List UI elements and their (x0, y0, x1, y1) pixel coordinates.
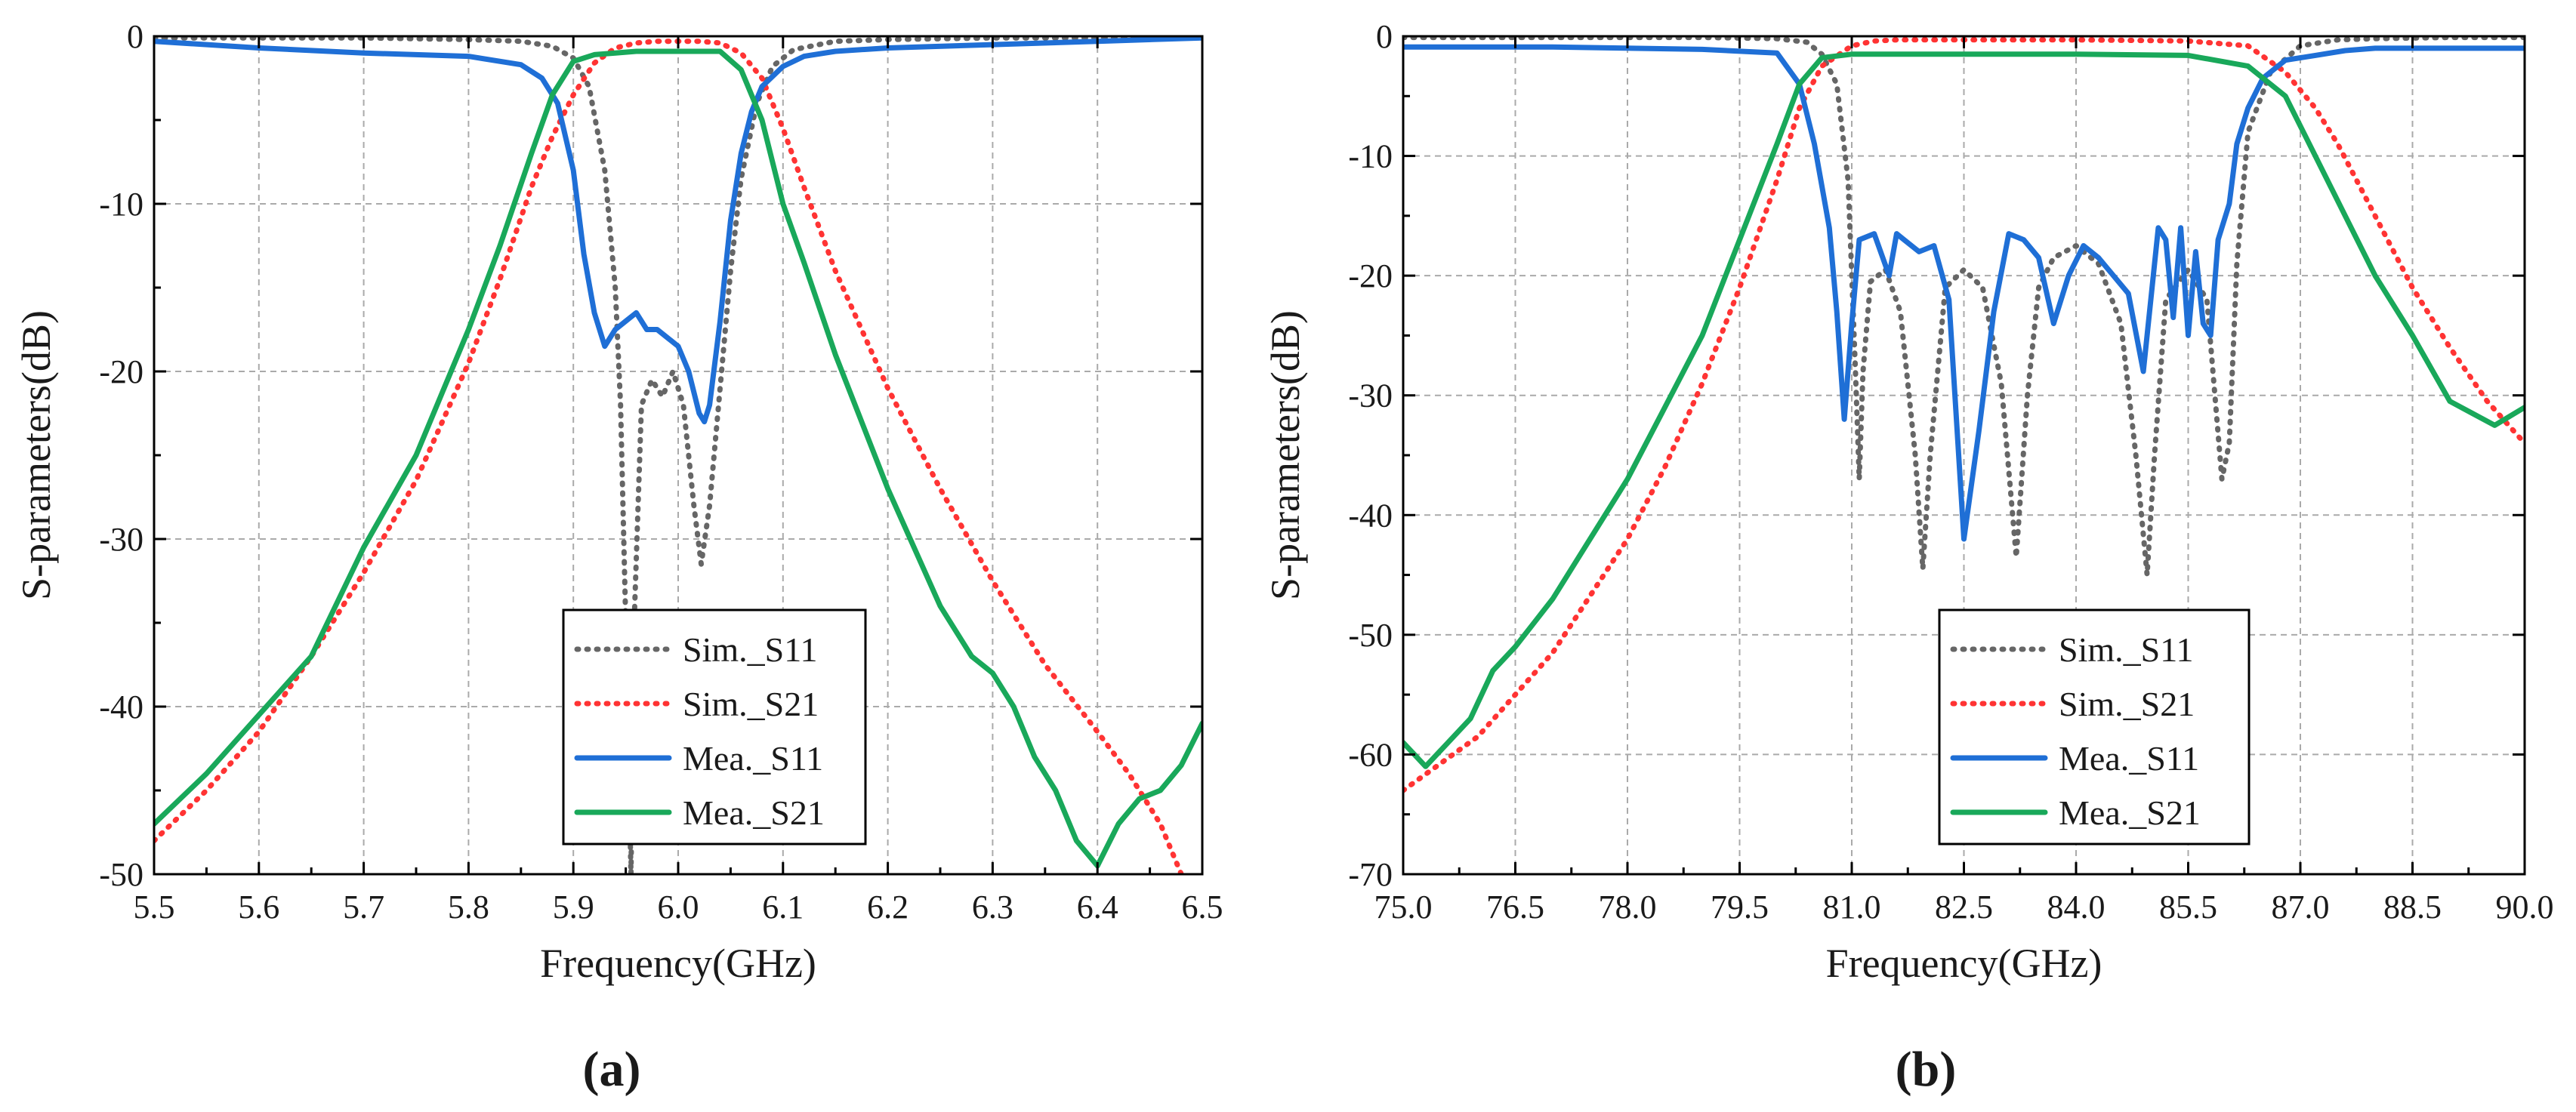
legend-label-Mea._S21: Mea._S21 (2059, 793, 2201, 832)
x-axis-title: Frequency(GHz) (1826, 941, 2102, 986)
legend: Sim._S11 Sim._S21 Mea._S11 Mea._S21 (1938, 608, 2251, 846)
series-line-Sim._S21 (1403, 37, 2525, 793)
legend-label-Sim._S11: Sim._S11 (2059, 630, 2194, 669)
legend: Sim._S11 Sim._S21 Mea._S11 Mea._S21 (562, 608, 867, 846)
x-tick-label: 87.0 (2272, 889, 2330, 926)
x-tick-label: 81.0 (1823, 889, 1881, 926)
y-tick-label: -70 (1348, 856, 1393, 893)
x-tick-label: 6.2 (867, 889, 909, 926)
x-axis: 5.5 5.6 5.7 5.8 5.9 6.0 6.1 6.2 6.3 6.4 6.5 (134, 36, 1223, 926)
x-tick-label: 88.5 (2383, 889, 2442, 926)
y-tick-label: -10 (1348, 138, 1393, 175)
legend-label-Sim._S21: Sim._S21 (2059, 685, 2195, 723)
y-tick-label: -50 (99, 856, 143, 893)
legend-label-Sim._S21: Sim._S21 (683, 685, 819, 723)
y-tick-label: -60 (1348, 736, 1393, 773)
series-line-Mea._S11 (154, 36, 1202, 425)
x-tick-label: 75.0 (1374, 889, 1433, 926)
x-tick-label: 76.5 (1486, 889, 1544, 926)
y-tick-label: -50 (1348, 617, 1393, 654)
y-tick-label: -20 (99, 353, 143, 390)
series-line-Sim._S11 (1403, 36, 2525, 578)
chart-panel-b: 75.0 76.5 78.0 79.5 81.0 82.5 84.0 85.5 87.0 88.5… (1263, 18, 2554, 1097)
y-axis: 0 -10 -20 -30 -40 -50 (99, 18, 1202, 893)
chart-panel-a: 5.5 5.6 5.7 5.8 5.9 6.0 6.1 6.2 6.3 6.4 6.5 0 -10 -20… (14, 18, 1223, 1097)
x-tick-label: 5.8 (448, 889, 489, 926)
y-axis-title: S-parameters(dB) (14, 310, 59, 600)
series-line-Mea._S21 (154, 48, 1202, 869)
x-tick-label: 90.0 (2496, 889, 2554, 926)
y-tick-label: -40 (1348, 497, 1393, 534)
y-tick-label: 0 (1376, 18, 1393, 55)
y-tick-label: -10 (99, 186, 143, 223)
y-axis-title: S-parameters(dB) (1263, 310, 1308, 600)
series-line-Mea._S11 (1403, 44, 2525, 542)
x-tick-label: 6.5 (1182, 889, 1223, 926)
y-axis: 0 -10 -20 -30 -40 -50 -60 -70 (1348, 18, 2525, 893)
x-tick-label: 6.4 (1077, 889, 1118, 926)
y-tick-label: -40 (99, 688, 143, 725)
x-tick-label: 6.1 (762, 889, 804, 926)
y-tick-label: -20 (1348, 257, 1393, 294)
x-tick-label: 5.9 (553, 889, 594, 926)
y-tick-label: 0 (127, 18, 143, 55)
series-group (1403, 36, 2525, 793)
x-tick-label: 5.7 (343, 889, 384, 926)
series-line-Sim._S11 (154, 36, 1202, 874)
x-tick-label: 78.0 (1599, 889, 1657, 926)
y-tick-label: -30 (99, 521, 143, 558)
legend-label-Sim._S11: Sim._S11 (683, 630, 818, 669)
x-tick-label: 84.0 (2047, 889, 2106, 926)
legend-label-Mea._S11: Mea._S11 (683, 739, 823, 778)
legend-label-Mea._S11: Mea._S11 (2059, 739, 2199, 778)
x-axis: 75.0 76.5 78.0 79.5 81.0 82.5 84.0 85.5 87.0 88.5… (1374, 36, 2554, 926)
x-tick-label: 79.5 (1711, 889, 1769, 926)
x-tick-label: 5.5 (134, 889, 175, 926)
x-tick-label: 6.0 (658, 889, 699, 926)
x-tick-label: 5.6 (238, 889, 279, 926)
panel-label: (a) (583, 1042, 641, 1097)
legend-label-Mea._S21: Mea._S21 (683, 793, 825, 832)
x-tick-label: 85.5 (2159, 889, 2217, 926)
x-axis-title: Frequency(GHz) (540, 941, 816, 986)
x-tick-label: 82.5 (1935, 889, 1993, 926)
panel-label: (b) (1896, 1042, 1957, 1097)
series-line-Mea._S21 (1403, 51, 2525, 769)
x-tick-label: 6.3 (972, 889, 1013, 926)
y-tick-label: -30 (1348, 377, 1393, 414)
